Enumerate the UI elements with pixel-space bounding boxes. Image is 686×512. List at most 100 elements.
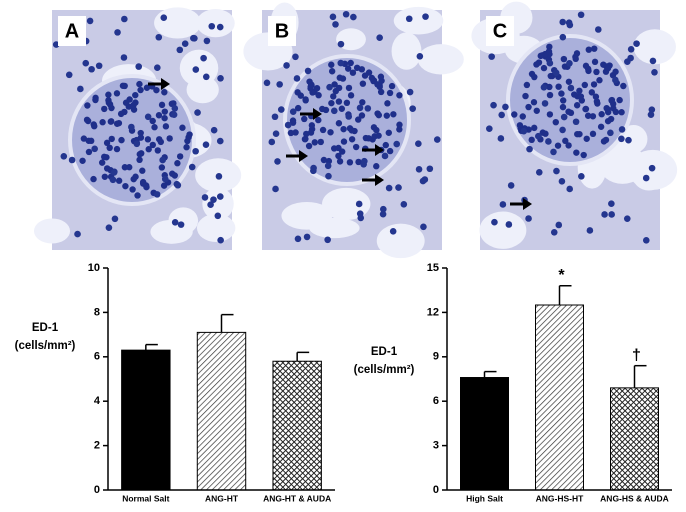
nucleus xyxy=(382,141,389,149)
nucleus xyxy=(559,18,567,26)
nucleus xyxy=(95,62,103,70)
nucleus xyxy=(161,114,168,122)
nucleus xyxy=(283,62,290,69)
x-tick-label: High Salt xyxy=(466,493,503,503)
nucleus xyxy=(91,145,98,153)
nucleus xyxy=(596,77,603,84)
nucleus xyxy=(84,102,91,109)
nucleus xyxy=(216,137,224,145)
nucleus xyxy=(92,96,99,104)
nucleus xyxy=(216,193,224,200)
y-tick-label: 2 xyxy=(94,440,100,452)
nucleus xyxy=(121,15,128,23)
glomerulus xyxy=(506,34,634,166)
nucleus xyxy=(589,130,597,138)
nucleus xyxy=(105,91,112,98)
nucleus xyxy=(103,139,111,147)
nucleus xyxy=(202,141,210,149)
nucleus xyxy=(294,89,301,96)
nucleus xyxy=(607,115,615,123)
nucleus xyxy=(166,135,173,142)
nucleus xyxy=(546,59,554,67)
nucleus xyxy=(507,182,515,189)
nucleus xyxy=(608,96,616,104)
nucleus xyxy=(110,169,118,176)
tubule xyxy=(196,9,235,38)
nucleus xyxy=(303,233,311,241)
nucleus xyxy=(329,13,337,21)
nucleus xyxy=(566,21,574,29)
nucleus xyxy=(535,169,543,176)
nucleus xyxy=(347,59,354,67)
nucleus xyxy=(105,97,112,104)
nucleus xyxy=(648,164,656,172)
nucleus xyxy=(608,200,615,208)
nucleus xyxy=(186,131,193,138)
nucleus xyxy=(405,15,413,23)
nucleus xyxy=(389,227,397,235)
nucleus xyxy=(600,61,607,68)
nucleus xyxy=(179,124,186,131)
x-tick-label: ANG-HT & AUDA xyxy=(263,493,331,503)
nucleus xyxy=(100,153,108,161)
y-tick-label: 6 xyxy=(94,351,100,363)
nucleus xyxy=(215,173,223,180)
nucleus xyxy=(433,136,441,143)
nucleus xyxy=(560,55,568,63)
nucleus xyxy=(154,64,161,71)
nucleus xyxy=(113,90,121,97)
nucleus xyxy=(320,156,328,164)
nucleus xyxy=(302,135,309,143)
nucleus xyxy=(347,92,355,99)
nucleus xyxy=(386,147,394,155)
nucleus xyxy=(121,82,128,90)
nucleus xyxy=(555,221,563,229)
nucleus xyxy=(497,135,505,142)
nucleus xyxy=(559,126,566,134)
nucleus xyxy=(284,121,292,129)
nucleus xyxy=(149,117,156,125)
y-tick-label: 0 xyxy=(94,484,100,496)
nucleus xyxy=(545,138,552,145)
nucleus xyxy=(202,73,210,81)
nucleus xyxy=(158,164,166,171)
nucleus xyxy=(559,33,567,41)
nucleus xyxy=(567,84,575,92)
nucleus xyxy=(552,69,560,77)
nucleus xyxy=(355,200,363,208)
y-axis-label: (cells/mm²) xyxy=(354,364,415,376)
nucleus xyxy=(415,140,422,148)
nucleus xyxy=(338,105,346,112)
y-axis-label: ED-1 xyxy=(32,322,59,334)
bar xyxy=(121,349,171,491)
nucleus xyxy=(181,40,189,48)
nucleus xyxy=(396,92,403,99)
nucleus xyxy=(177,221,185,228)
nucleus xyxy=(359,99,366,106)
nucleus xyxy=(335,120,343,127)
nucleus xyxy=(154,147,161,154)
nucleus xyxy=(106,144,113,152)
nucleus xyxy=(157,138,165,146)
nucleus xyxy=(604,65,612,72)
nucleus xyxy=(368,74,376,82)
nucleus xyxy=(111,215,119,223)
nucleus xyxy=(130,101,137,109)
nucleus xyxy=(301,115,308,123)
nucleus xyxy=(170,111,178,118)
nucleus xyxy=(374,81,381,88)
nucleus xyxy=(540,64,548,72)
nucleus xyxy=(105,224,113,231)
nucleus xyxy=(545,48,553,55)
micrograph: C xyxy=(471,1,678,250)
nucleus xyxy=(648,106,656,113)
nucleus xyxy=(416,53,424,60)
tubule xyxy=(196,213,236,243)
nucleus xyxy=(565,142,572,149)
x-tick-label: ANG-HT xyxy=(205,493,239,503)
nucleus xyxy=(505,221,513,228)
nucleus xyxy=(122,99,130,106)
nucleus xyxy=(98,159,106,166)
nucleus xyxy=(113,145,121,153)
